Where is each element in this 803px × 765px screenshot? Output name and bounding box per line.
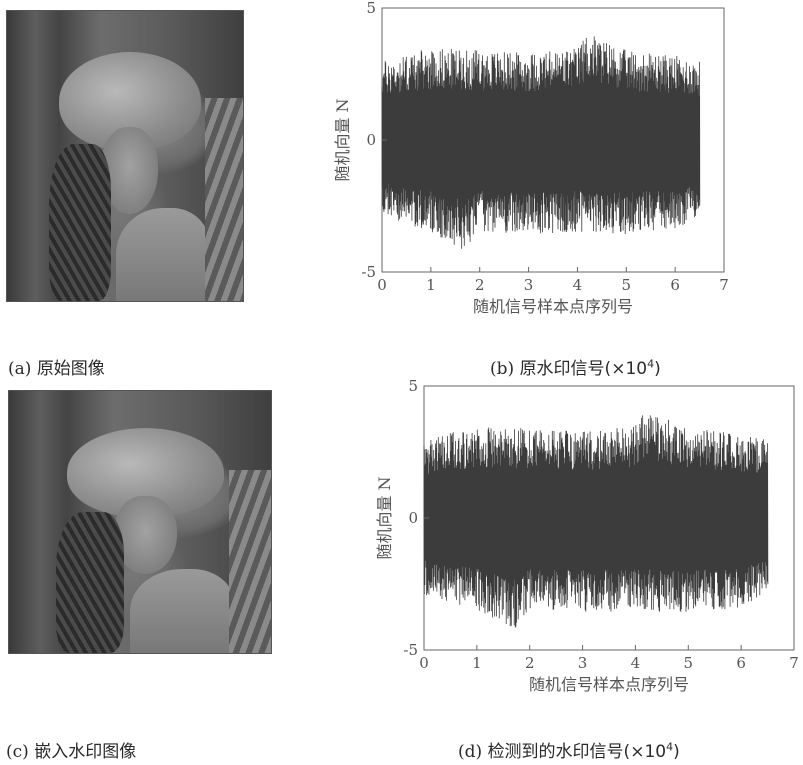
y-axis-label: 随机向量 N xyxy=(375,476,394,559)
caption-b-exponent: 4 xyxy=(647,357,655,371)
shoulder-shape xyxy=(115,208,210,301)
caption-a-text: 原始图像 xyxy=(36,359,105,379)
shoulder-shape xyxy=(129,569,235,653)
hair-shape xyxy=(49,144,111,301)
caption-a: (a) 原始图像 xyxy=(8,354,105,379)
watermarked-image xyxy=(8,390,272,654)
signal-series xyxy=(381,36,701,249)
x-tick-label: 4 xyxy=(573,276,583,294)
y-tick-label: 5 xyxy=(366,0,376,17)
caption-d-label: (d) xyxy=(458,742,483,762)
x-tick-label: 2 xyxy=(525,654,535,672)
caption-c-text: 嵌入水印图像 xyxy=(34,742,137,762)
signal-line xyxy=(423,415,769,628)
x-tick-label: 5 xyxy=(684,654,694,672)
x-tick-label: 2 xyxy=(475,276,485,294)
caption-d-text: 检测到的水印信号( xyxy=(487,742,631,762)
signal-series xyxy=(423,415,769,628)
caption-b-text: 原水印信号( xyxy=(519,359,612,379)
caption-d-exponent: 4 xyxy=(666,740,674,754)
x-tick-label: 6 xyxy=(670,276,680,294)
caption-d-multiplier: ×10 xyxy=(630,742,667,762)
caption-a-label: (a) xyxy=(8,359,32,379)
caption-b-close: ) xyxy=(654,359,661,379)
caption-b: (b) 原水印信号(×104) xyxy=(490,354,661,379)
caption-b-multiplier: ×10 xyxy=(611,359,648,379)
original-image xyxy=(6,10,244,302)
face-shape xyxy=(101,127,159,214)
x-tick-label: 7 xyxy=(719,276,729,294)
x-tick-label: 0 xyxy=(377,276,387,294)
feather-shape xyxy=(229,469,271,653)
x-tick-label: 1 xyxy=(426,276,436,294)
y-tick-label: -5 xyxy=(403,641,418,659)
caption-d: (d) 检测到的水印信号(×104) xyxy=(458,737,680,762)
caption-b-label: (b) xyxy=(490,359,515,379)
x-tick-label: 3 xyxy=(524,276,534,294)
y-tick-label: 0 xyxy=(366,131,376,149)
caption-c: (c) 嵌入水印图像 xyxy=(6,737,136,762)
x-tick-label: 5 xyxy=(622,276,632,294)
x-tick-label: 6 xyxy=(736,654,746,672)
y-tick-label: 5 xyxy=(408,377,418,395)
x-tick-label: 1 xyxy=(472,654,482,672)
y-tick-label: -5 xyxy=(361,263,376,281)
x-axis-label: 随机信号样本点序列号 xyxy=(473,297,633,316)
x-axis-label: 随机信号样本点序列号 xyxy=(529,675,689,694)
caption-c-label: (c) xyxy=(6,742,29,762)
x-tick-label: 4 xyxy=(631,654,641,672)
y-tick-label: 0 xyxy=(408,509,418,527)
feather-shape xyxy=(205,98,243,301)
hair-shape xyxy=(56,511,125,653)
face-shape xyxy=(113,495,177,575)
x-tick-label: 3 xyxy=(578,654,588,672)
x-tick-label: 0 xyxy=(419,654,429,672)
x-tick-label: 7 xyxy=(789,654,799,672)
y-axis-label: 随机向量 N xyxy=(333,98,352,181)
signal-line xyxy=(381,36,701,249)
caption-d-close: ) xyxy=(673,742,680,762)
